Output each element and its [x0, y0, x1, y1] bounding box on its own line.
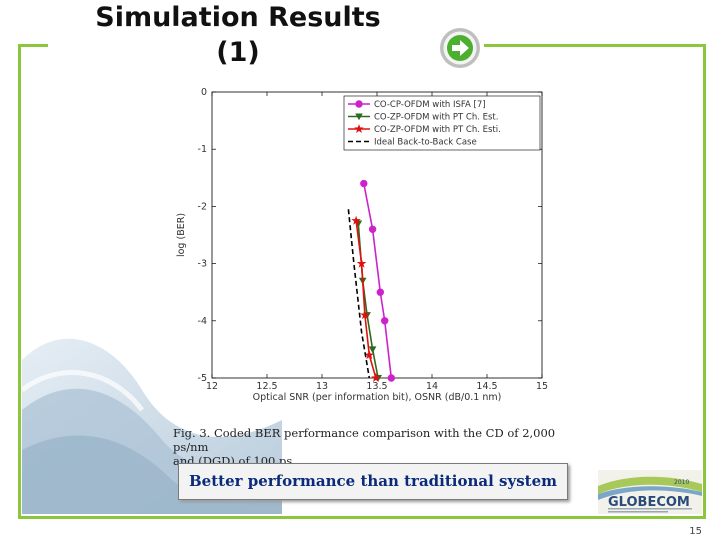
slide-title-line2: (1) — [216, 37, 260, 68]
data-point — [376, 288, 385, 296]
x-tick-label: 13 — [316, 381, 328, 392]
data-point — [360, 310, 370, 320]
y-tick-label: -5 — [198, 373, 207, 384]
data-point — [368, 225, 377, 233]
callout-box: Better performance than traditional syst… — [178, 463, 568, 500]
data-point — [354, 124, 364, 134]
legend-label: CO-ZP-OFDM with PT Ch. Esti. — [374, 125, 501, 135]
next-arrow-icon[interactable] — [438, 26, 482, 70]
x-tick-label: 13.5 — [366, 381, 387, 392]
x-axis-label: Optical SNR (per information bit), OSNR … — [253, 392, 502, 403]
x-tick-label: 14 — [426, 381, 438, 392]
legend-box — [343, 95, 541, 151]
y-tick-label: -3 — [198, 259, 207, 270]
globecom-logo: GLOBECOM 2010 — [598, 470, 702, 514]
callout-text: Better performance than traditional syst… — [189, 472, 557, 490]
data-point — [355, 100, 363, 108]
chart-panel: 12 12.5 13 13.5 14 14.5 15 0 -1 -2 -3 -4 -5 Optical S… — [170, 80, 560, 410]
frame-bottom — [18, 516, 706, 519]
x-tick-label: 14.5 — [476, 381, 497, 392]
data-point — [381, 317, 389, 325]
data-point — [371, 373, 381, 383]
y-tick-label: -1 — [198, 144, 207, 155]
data-point — [360, 179, 368, 188]
data-point — [351, 215, 361, 225]
y-axis-label: log (BER) — [176, 213, 187, 257]
frame-top-right — [484, 44, 706, 47]
data-point — [356, 258, 367, 268]
y-tick-label: -4 — [198, 316, 207, 327]
legend-label: CO-ZP-OFDM with PT Ch. Est. — [374, 113, 498, 123]
y-tick-label: 0 — [201, 87, 207, 98]
frame-top-left — [18, 44, 48, 47]
frame-right — [703, 44, 706, 519]
logo-text: GLOBECOM — [608, 495, 690, 510]
slide-title-line1: Simulation Results — [95, 2, 381, 33]
logo-year: 2010 — [674, 479, 689, 486]
figure-caption-line1: Fig. 3. Coded BER performance comparison… — [173, 426, 556, 454]
series-line — [347, 209, 371, 379]
data-point — [355, 113, 363, 121]
frame-left — [18, 44, 21, 519]
figure-caption: Fig. 3. Coded BER performance comparison… — [173, 426, 563, 468]
y-tick-label: -2 — [198, 201, 207, 212]
decorative-wave-graphic — [22, 300, 282, 514]
slide-title: Simulation Results (1) — [78, 0, 398, 70]
data-point — [364, 350, 375, 360]
x-tick-label: 15 — [536, 381, 548, 392]
data-point — [368, 346, 377, 354]
page-number: 15 — [689, 526, 702, 537]
data-point — [387, 374, 396, 382]
legend-label: CO-CP-OFDM with ISFA [7] — [374, 100, 486, 110]
ber-chart: 12 12.5 13 13.5 14 14.5 15 0 -1 -2 -3 -4 -5 Optical S… — [176, 87, 548, 403]
x-tick-label: 12.5 — [256, 381, 277, 392]
legend-label: Ideal Back-to-Back Case — [374, 138, 477, 148]
x-tick-label: 12 — [206, 381, 218, 392]
